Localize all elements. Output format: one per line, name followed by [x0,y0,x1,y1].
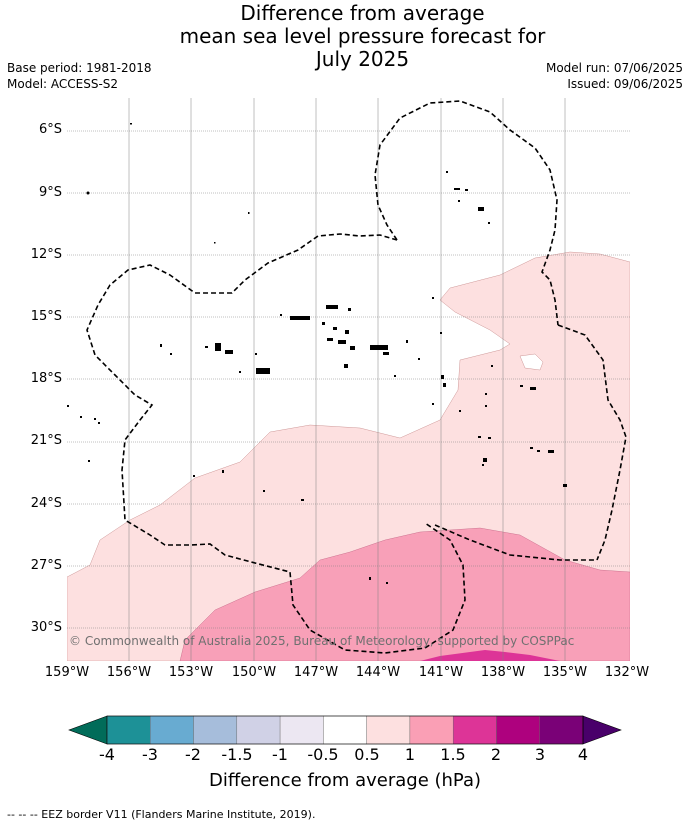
lat-label-24s: 24°S [30,496,62,511]
lat-label-9s: 9°S [38,185,62,200]
title-line-2: mean sea level pressure forecast for [179,24,546,48]
meta-right: Model run: 07/06/2025 Issued: 09/06/2025 [546,60,683,92]
lon-label-156w: 156°W [106,665,152,680]
colorbar-swatch [366,715,411,745]
meta-left: Base period: 1981-2018 Model: ACCESS-S2 [7,60,152,92]
colorbar-tick: 1.5 [440,745,466,764]
eez-border-north [374,100,559,326]
issued-date: Issued: 09/06/2025 [567,77,683,91]
lon-label-150w: 150°W [231,665,277,680]
colorbar-tick: -3 [142,745,158,764]
colorbar-swatch [409,715,454,745]
colorbar-tick: -1.5 [221,745,253,764]
lon-label-132w: 132°W [604,665,650,680]
anomaly-region-1.5-2 [420,650,560,661]
lon-label-135w: 135°W [542,665,588,680]
chart-title: Difference from average mean sea level p… [0,2,690,71]
islands [67,123,567,584]
colorbar-low-extend [68,715,108,745]
lon-label-141w: 141°W [418,665,464,680]
colorbar-swatch [106,715,151,745]
colorbar-outline [106,715,584,745]
colorbar-tick: 3 [534,745,546,764]
lat-label-12s: 12°S [30,247,62,262]
lon-label-147w: 147°W [293,665,339,680]
lat-label-27s: 27°S [30,558,62,573]
colorbar-swatch [496,715,540,745]
eez-border-east [557,324,627,561]
colorbar-tick: -0.5 [307,745,339,764]
lon-label-153w: 153°W [168,665,214,680]
lat-label-30s: 30°S [30,620,62,635]
colorbar-swatch [193,715,238,745]
colorbar [68,715,622,745]
colorbar-swatch [452,715,497,745]
colorbar-tick: -4 [99,745,115,764]
colorbar-high-extend [582,715,622,745]
colorbar-label: Difference from average (hPa) [208,770,482,791]
lon-label-138w: 138°W [480,665,526,680]
colorbar-swatches [106,715,584,745]
lat-label-15s: 15°S [30,309,62,324]
colorbar-swatch [279,715,324,745]
lat-label-21s: 21°S [30,433,62,448]
colorbar-tick: -2 [185,745,201,764]
lat-label-18s: 18°S [30,371,62,386]
colorbar-tick: 0.5 [354,745,380,764]
colorbar-tick: 4 [577,745,589,764]
copyright-notice: © Commonwealth of Australia 2025, Bureau… [69,634,575,648]
pressure-anomaly-map [67,98,630,661]
model-name: Model: ACCESS-S2 [7,77,119,91]
colorbar-swatch [150,715,194,745]
eez-borders [86,100,627,654]
title-line-1: Difference from average [240,1,485,25]
eez-border-main [86,233,466,654]
colorbar-swatch [323,715,367,745]
title-line-3: July 2025 [315,47,410,71]
anomaly-hole-small [519,353,544,371]
colorbar-swatch [236,715,281,745]
lon-label-144w: 144°W [355,665,401,680]
grid-lines [67,98,630,661]
lat-label-6s: 6°S [38,122,62,137]
lon-label-159w: 159°W [44,665,90,680]
colorbar-swatch [539,715,584,745]
eez-footnote: -- -- -- EEZ border V11 (Flanders Marine… [7,808,316,821]
colorbar-tick: -1 [272,745,288,764]
colorbar-tick: 1 [404,745,416,764]
model-run: Model run: 07/06/2025 [545,61,683,75]
base-period: Base period: 1981-2018 [7,61,152,75]
colorbar-tick: 2 [490,745,502,764]
eez-border-south-east [434,524,597,561]
